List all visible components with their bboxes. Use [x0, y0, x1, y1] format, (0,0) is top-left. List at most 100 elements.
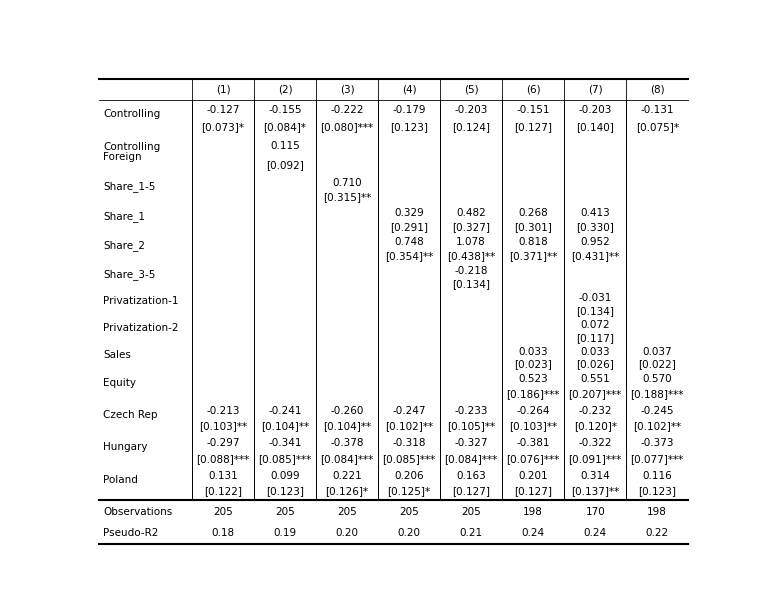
Text: 0.413: 0.413 — [581, 208, 610, 218]
Text: -0.218: -0.218 — [455, 266, 488, 276]
Text: [0.075]*: [0.075]* — [636, 122, 679, 132]
Text: [0.102]**: [0.102]** — [633, 421, 681, 432]
Text: (7): (7) — [588, 85, 603, 95]
Text: 0.099: 0.099 — [270, 470, 300, 481]
Text: -0.031: -0.031 — [578, 293, 612, 303]
Text: Controlling: Controlling — [103, 109, 161, 119]
Text: Hungary: Hungary — [103, 442, 147, 452]
Text: [0.291]: [0.291] — [390, 222, 428, 232]
Text: 0.131: 0.131 — [208, 470, 238, 481]
Text: Poland: Poland — [103, 475, 138, 485]
Text: [0.137]**: [0.137]** — [571, 486, 619, 496]
Text: (1): (1) — [216, 85, 230, 95]
Text: [0.134]: [0.134] — [452, 279, 490, 289]
Text: [0.354]**: [0.354]** — [385, 251, 433, 261]
Text: 0.033: 0.033 — [518, 347, 548, 357]
Text: 0.748: 0.748 — [394, 237, 424, 247]
Text: [0.438]**: [0.438]** — [447, 251, 495, 261]
Text: [0.330]: [0.330] — [576, 222, 614, 232]
Text: 0.952: 0.952 — [581, 237, 610, 247]
Text: Share_3-5: Share_3-5 — [103, 269, 155, 280]
Text: [0.127]: [0.127] — [452, 486, 490, 496]
Text: 0.18: 0.18 — [211, 528, 235, 538]
Text: [0.315]**: [0.315]** — [323, 192, 371, 202]
Text: [0.127]: [0.127] — [515, 486, 552, 496]
Text: [0.104]**: [0.104]** — [323, 421, 371, 432]
Text: [0.085]***: [0.085]*** — [382, 454, 435, 464]
Text: -0.341: -0.341 — [268, 438, 302, 448]
Text: [0.125]*: [0.125]* — [388, 486, 431, 496]
Text: 0.24: 0.24 — [584, 528, 607, 538]
Text: Czech Rep: Czech Rep — [103, 410, 157, 420]
Text: [0.371]**: [0.371]** — [509, 251, 558, 261]
Text: 0.818: 0.818 — [518, 237, 548, 247]
Text: 198: 198 — [523, 507, 543, 517]
Text: -0.327: -0.327 — [455, 438, 488, 448]
Text: 0.20: 0.20 — [398, 528, 421, 538]
Text: 0.523: 0.523 — [518, 374, 548, 384]
Text: -0.233: -0.233 — [455, 406, 488, 416]
Text: [0.076]***: [0.076]*** — [507, 454, 560, 464]
Text: [0.140]: [0.140] — [576, 122, 614, 132]
Text: [0.186]***: [0.186]*** — [506, 389, 560, 399]
Text: [0.124]: [0.124] — [452, 122, 490, 132]
Text: (8): (8) — [650, 85, 664, 95]
Text: 0.22: 0.22 — [646, 528, 669, 538]
Text: -0.264: -0.264 — [516, 406, 550, 416]
Text: [0.207]***: [0.207]*** — [568, 389, 622, 399]
Text: [0.127]: [0.127] — [515, 122, 552, 132]
Text: [0.077]***: [0.077]*** — [631, 454, 684, 464]
Text: 1.078: 1.078 — [456, 237, 486, 247]
Text: [0.084]***: [0.084]*** — [445, 454, 498, 464]
Text: [0.103]**: [0.103]** — [509, 421, 558, 432]
Text: 0.20: 0.20 — [336, 528, 359, 538]
Text: [0.301]: [0.301] — [515, 222, 552, 232]
Text: -0.203: -0.203 — [455, 105, 488, 114]
Text: [0.091]***: [0.091]*** — [568, 454, 622, 464]
Text: Share_2: Share_2 — [103, 240, 145, 251]
Text: Privatization-2: Privatization-2 — [103, 323, 179, 333]
Text: [0.122]: [0.122] — [204, 486, 242, 496]
Text: -0.297: -0.297 — [207, 438, 240, 448]
Text: Equity: Equity — [103, 378, 136, 387]
Text: 0.710: 0.710 — [333, 178, 362, 188]
Text: 0.329: 0.329 — [394, 208, 424, 218]
Text: -0.322: -0.322 — [578, 438, 612, 448]
Text: Privatization-1: Privatization-1 — [103, 296, 179, 306]
Text: [0.080]***: [0.080]*** — [320, 122, 374, 132]
Text: 0.115: 0.115 — [270, 141, 300, 151]
Text: -0.151: -0.151 — [516, 105, 550, 114]
Text: [0.126]*: [0.126]* — [326, 486, 369, 496]
Text: [0.022]: [0.022] — [638, 359, 676, 369]
Text: [0.088]***: [0.088]*** — [197, 454, 250, 464]
Text: Share_1: Share_1 — [103, 211, 145, 222]
Text: [0.085]***: [0.085]*** — [259, 454, 312, 464]
Text: 0.033: 0.033 — [581, 347, 610, 357]
Text: Sales: Sales — [103, 350, 131, 360]
Text: 205: 205 — [275, 507, 295, 517]
Text: 205: 205 — [462, 507, 481, 517]
Text: 170: 170 — [585, 507, 605, 517]
Text: 205: 205 — [399, 507, 419, 517]
Text: 0.116: 0.116 — [642, 470, 672, 481]
Text: -0.373: -0.373 — [641, 438, 674, 448]
Text: Controlling: Controlling — [103, 142, 161, 152]
Text: [0.188]***: [0.188]*** — [631, 389, 684, 399]
Text: -0.241: -0.241 — [268, 406, 302, 416]
Text: 0.163: 0.163 — [456, 470, 486, 481]
Text: [0.026]: [0.026] — [576, 359, 614, 369]
Text: [0.084]*: [0.084]* — [263, 122, 306, 132]
Text: 205: 205 — [337, 507, 357, 517]
Text: [0.023]: [0.023] — [515, 359, 552, 369]
Text: Pseudo-R2: Pseudo-R2 — [103, 528, 158, 538]
Text: -0.203: -0.203 — [578, 105, 612, 114]
Text: -0.213: -0.213 — [207, 406, 240, 416]
Text: Foreign: Foreign — [103, 153, 142, 162]
Text: (2): (2) — [278, 85, 293, 95]
Text: 205: 205 — [214, 507, 233, 517]
Text: -0.260: -0.260 — [330, 406, 364, 416]
Text: 198: 198 — [647, 507, 667, 517]
Text: 0.19: 0.19 — [273, 528, 296, 538]
Text: 0.072: 0.072 — [581, 320, 610, 330]
Text: [0.134]: [0.134] — [576, 306, 614, 316]
